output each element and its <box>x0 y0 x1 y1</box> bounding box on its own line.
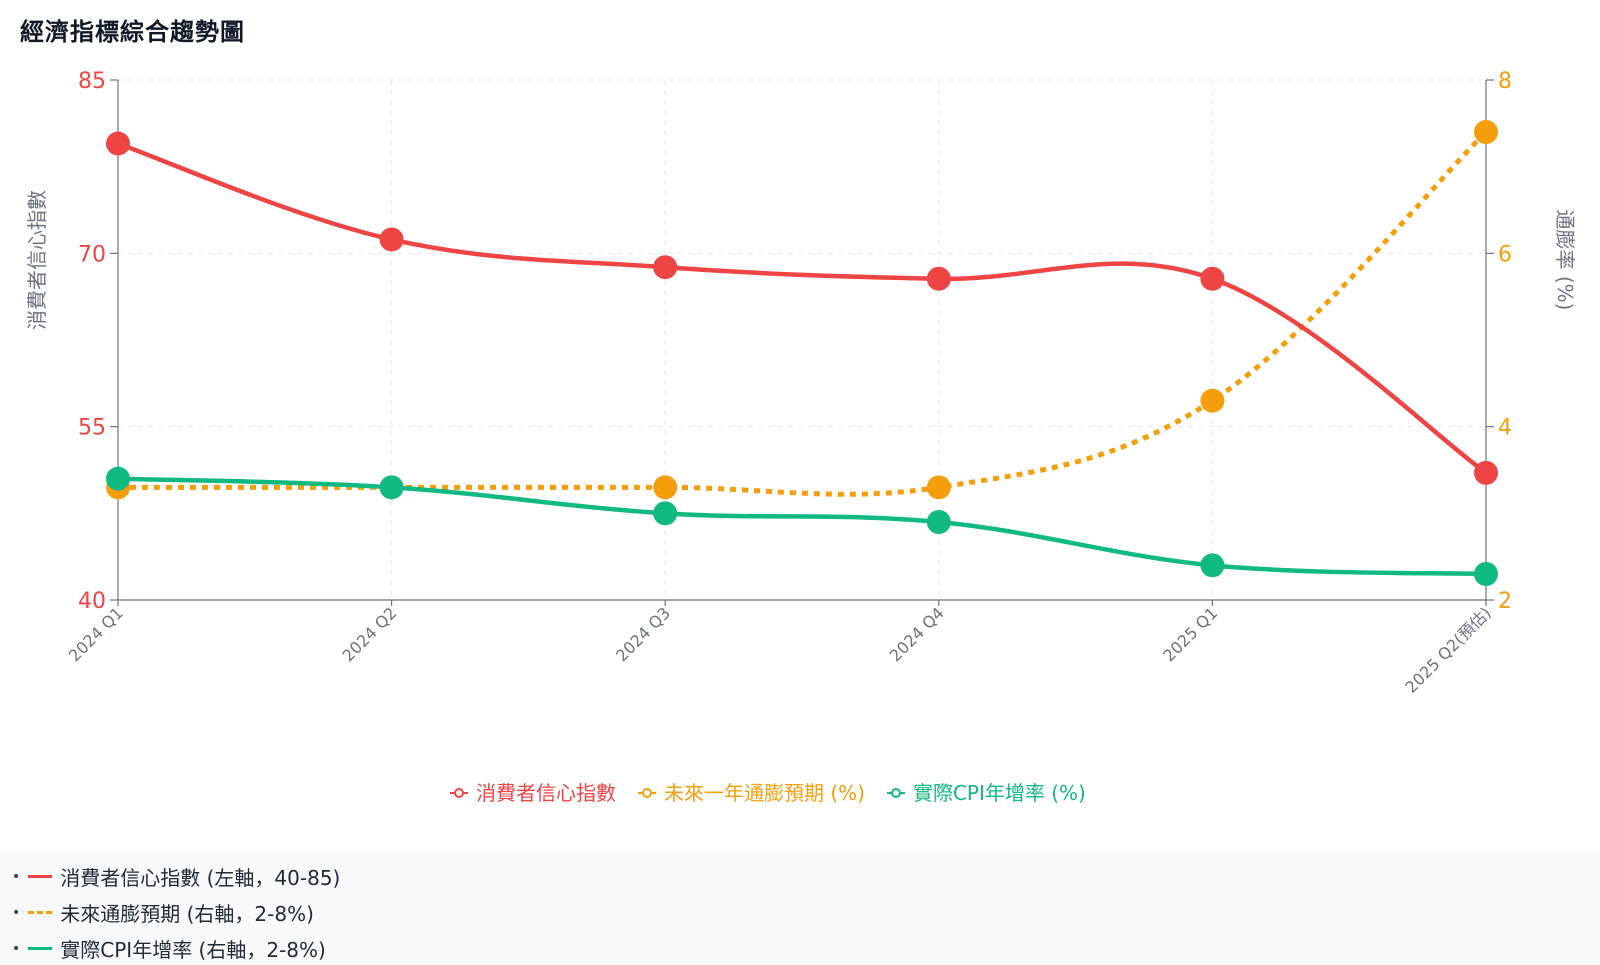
bullet: • <box>12 940 21 957</box>
note-swatch <box>28 911 53 914</box>
data-point <box>1474 460 1498 485</box>
legend-label: 消費者信心指數 <box>476 781 616 805</box>
x-tick-label: 2025 Q2(預估) <box>1401 603 1494 696</box>
y-right-tick-label: 4 <box>1498 416 1512 441</box>
series-layer <box>106 120 1498 586</box>
y-left-tick-label: 55 <box>78 416 106 441</box>
bullet: • <box>12 904 21 921</box>
data-point <box>926 266 951 291</box>
data-point <box>926 510 951 534</box>
note-text: 實際CPI年增率 (右軸，2-8%) <box>60 938 326 962</box>
note-swatch <box>28 875 53 878</box>
y-left-tick-label: 70 <box>78 242 106 267</box>
legend-swatch-dot <box>890 788 901 798</box>
grid <box>117 79 1487 601</box>
note-swatch <box>28 947 53 950</box>
legend: 消費者信心指數 未來一年通膨預期 (%) 實際CPI年增率 (%) <box>450 781 1086 805</box>
notes-panel: • 消費者信心指數 (左軸，40-85) • 未來通膨預期 (右軸，2-8%) … <box>0 850 1600 965</box>
data-point <box>106 131 130 156</box>
x-tick-label: 2024 Q2 <box>339 603 401 665</box>
data-point <box>1200 553 1225 578</box>
data-point <box>379 227 404 252</box>
chart-title: 經濟指標綜合趨勢圖 <box>20 18 245 46</box>
data-point <box>653 501 678 526</box>
data-point <box>1474 562 1498 586</box>
y-right-tick-label: 6 <box>1498 242 1512 267</box>
bullet: • <box>12 868 21 885</box>
y-left-axis-title: 消費者信心指數 <box>25 190 49 330</box>
y-left-tick-label: 40 <box>78 589 106 614</box>
legend-swatch-dot <box>454 788 464 798</box>
x-tick-label: 2024 Q4 <box>886 603 948 665</box>
y-left-tick-label: 85 <box>78 69 106 94</box>
data-point <box>1200 266 1225 291</box>
y-right-tick-label: 2 <box>1498 589 1512 614</box>
legend-swatch-dot <box>642 788 652 798</box>
data-point <box>106 466 130 491</box>
legend-label: 未來一年通膨預期 (%) <box>664 781 865 805</box>
note-item: • 消費者信心指數 (左軸，40-85) <box>12 862 340 891</box>
note-item: • 未來通膨預期 (右軸，2-8%) <box>12 898 314 927</box>
data-point <box>653 255 678 280</box>
x-tick-label: 2024 Q3 <box>612 603 674 665</box>
note-text: 未來通膨預期 (右軸，2-8%) <box>60 902 314 926</box>
data-point <box>379 475 404 500</box>
data-point <box>1200 388 1225 413</box>
legend-label: 實際CPI年增率 (%) <box>913 781 1086 805</box>
note-text: 消費者信心指數 (左軸，40-85) <box>60 866 341 890</box>
y-right-tick-label: 8 <box>1498 69 1512 94</box>
series-line-0 <box>117 141 1488 475</box>
data-point <box>653 475 678 500</box>
y-right-axis-title: 通膨率 (%) <box>1553 210 1577 311</box>
x-tick-label: 2025 Q1 <box>1159 603 1221 665</box>
series-line-2 <box>117 476 1487 577</box>
data-point <box>926 475 951 500</box>
data-point <box>1474 120 1498 144</box>
note-item: • 實際CPI年增率 (右軸，2-8%) <box>12 934 326 963</box>
